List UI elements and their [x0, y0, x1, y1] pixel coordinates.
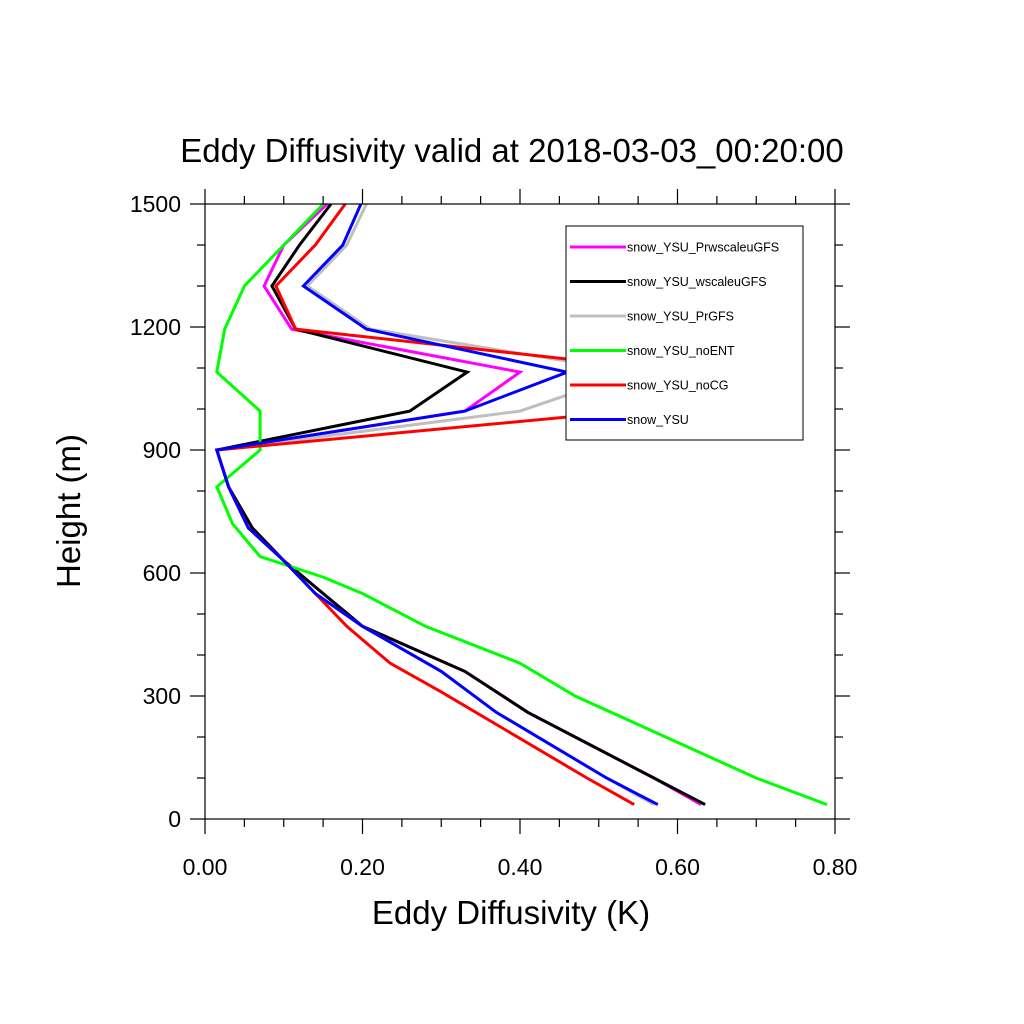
plot-area: 0.00 0.20 0.40 0.60 0.80 0 300 600 900 1200 1500 — [130, 189, 858, 880]
x-tick-label: 0.60 — [655, 854, 700, 880]
x-tick-label: 0.40 — [498, 854, 543, 880]
y-tick-label: 1500 — [130, 191, 181, 217]
axis-ticks — [190, 189, 850, 834]
series-line-snow_YSU_wscaleuGFS — [214, 203, 706, 806]
y-tick-label: 900 — [143, 437, 181, 463]
y-tick-label: 1200 — [130, 314, 181, 340]
x-axis-label: Eddy Diffusivity (K) — [372, 894, 650, 931]
chart-title: Eddy Diffusivity valid at 2018-03-03_00:… — [180, 132, 843, 169]
x-tick-label: 0.80 — [813, 854, 858, 880]
y-tick-label: 300 — [143, 683, 181, 709]
x-tick-label: 0.20 — [340, 854, 385, 880]
y-axis-label: Height (m) — [50, 434, 87, 588]
legend-box — [565, 225, 804, 441]
legend-label: snow_YSU_noCG — [627, 379, 728, 393]
series-line-snow_YSU_noENT — [214, 202, 828, 807]
legend-label: snow_YSU_noENT — [627, 344, 735, 358]
y-tick-label: 0 — [168, 806, 181, 832]
legend-label: snow_YSU — [627, 413, 689, 427]
legend-label: snow_YSU_PrGFS — [627, 310, 734, 324]
series-line-snow_YSU — [214, 203, 659, 806]
y-tick-label: 600 — [143, 560, 181, 586]
legend-label: snow_YSU_wscaleuGFS — [627, 275, 767, 289]
legend-label: snow_YSU_PrwscaleuGFS — [627, 241, 779, 255]
legend: snow_YSU_PrwscaleuGFS snow_YSU_wscaleuGFS… — [565, 225, 804, 441]
x-tick-label: 0.00 — [183, 854, 228, 880]
